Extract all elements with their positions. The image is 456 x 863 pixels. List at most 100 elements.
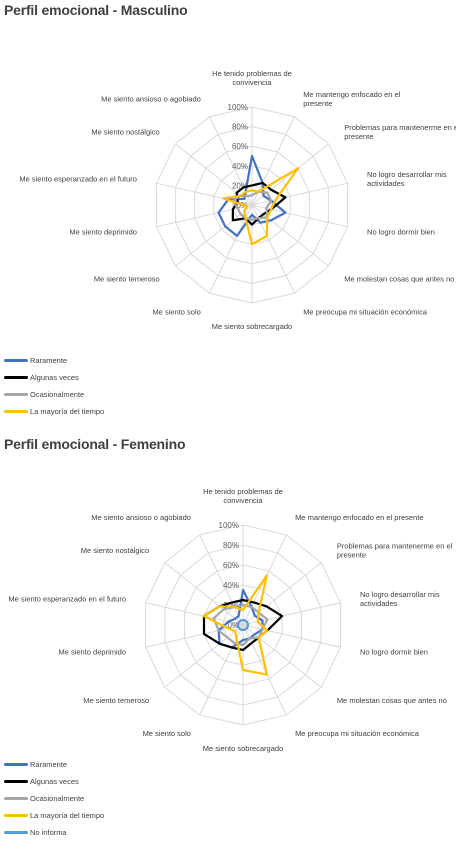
legend-label: Ocasionalmente — [30, 794, 85, 803]
category-label-me-siento-deprimido: Me siento deprimido — [58, 648, 126, 657]
category-label-me-siento-solo: Me siento solo — [152, 307, 200, 316]
legend-item-la-mayoria-del-tiempo: La mayoría del tiempo — [4, 807, 104, 824]
category-label-no-logro-dormir-bien: No logro dormir bien — [367, 227, 435, 236]
radar-chart: 0% 20% 40% 60% 80% 100% He tenido problemas de… — [8, 487, 453, 753]
tick-label: 0% — [227, 621, 239, 630]
grid-spoke — [251, 182, 348, 206]
category-label-he-tenido-problemas-de-convivencia: He tenido problemas de convivencia — [203, 487, 283, 505]
chart-title: Perfil emocional - Masculino — [4, 2, 188, 18]
legend-label: Raramente — [30, 760, 68, 769]
grid-spoke — [242, 562, 322, 626]
legend-item-raramente: Raramente — [4, 756, 104, 773]
category-label-me-mantengo-enfocado-en-el-presente: Me mantengo enfocado en el presente — [295, 513, 423, 522]
series-la-mayoria-del-tiempo — [222, 167, 300, 246]
legend-label: Algunas veces — [30, 777, 79, 786]
series-ocasionalmente — [231, 190, 273, 221]
radar-grid — [155, 106, 349, 304]
grid-spoke — [251, 204, 348, 228]
series-la-mayoria-del-tiempo — [202, 574, 269, 676]
legend-label: Algunas veces — [30, 373, 79, 382]
grid-spoke — [145, 602, 244, 626]
category-label-problemas-para-mantenerme-en-el-presente: Problemas para mantenerme en el presente — [337, 542, 453, 560]
legend-label: Raramente — [30, 356, 68, 365]
category-label-problemas-para-mantenerme-en-el-presente: Problemas para mantenerme en el presente — [344, 123, 456, 141]
chart-legend: Raramente Algunas veces Ocasionalmente La m… — [4, 756, 104, 841]
series-raramente — [217, 154, 287, 238]
chart-legend: Raramente Algunas veces Ocasionalmente La m… — [4, 352, 104, 420]
grid-spoke — [175, 204, 253, 267]
tick-label: 80% — [223, 541, 239, 550]
radar-chart: 0%20%40%60%80%100%He tenido problemas de… — [19, 69, 456, 331]
legend-swatch — [4, 410, 28, 413]
legend-item-algunas-veces: Algunas veces — [4, 773, 104, 790]
legend-item-algunas-veces: Algunas veces — [4, 369, 104, 386]
tick-label: 80% — [232, 123, 248, 132]
grid-spoke — [242, 624, 341, 648]
category-label-no-logro-desarrollar-mis-actividades: No logro desarrollar mis actividades — [360, 590, 440, 608]
legend-item-la-mayoria-del-tiempo: La mayoría del tiempo — [4, 403, 104, 420]
tick-label: 100% — [219, 521, 239, 530]
category-label-me-siento-esperanzado-en-el-futuro: Me siento esperanzado en el futuro — [8, 594, 126, 603]
legend-item-raramente: Raramente — [4, 352, 104, 369]
category-label-me-siento-solo: Me siento solo — [143, 729, 191, 738]
chart-femenino: Perfil emocional - Femenino 0% 20% 40% 60% 8… — [0, 434, 456, 863]
grid-spoke — [251, 204, 329, 267]
chart-title: Perfil emocional - Femenino — [4, 436, 186, 452]
tick-label: 60% — [232, 142, 248, 151]
grid-spoke — [242, 624, 322, 688]
category-label-me-molestan-cosas-que-antes-no: Me molestan cosas que antes no — [337, 696, 447, 705]
category-label-me-siento-ansioso-o-agobiado: Me siento ansioso o agobiado — [91, 513, 191, 522]
category-label-me-siento-esperanzado-en-el-futuro: Me siento esperanzado en el futuro — [19, 175, 137, 184]
tick-label: 60% — [223, 561, 239, 570]
series-no-informa — [237, 618, 249, 632]
legend-swatch — [4, 797, 28, 800]
grid-spoke — [251, 143, 329, 206]
legend-item-no-informa: No informa — [4, 824, 104, 841]
radar-grid — [145, 524, 341, 726]
category-label-no-logro-dormir-bien: No logro dormir bien — [360, 648, 428, 657]
chart-masculino: Perfil emocional - Masculino 0% 20% 40% 60%… — [0, 0, 456, 430]
category-label-no-logro-desarrollar-mis-actividades: No logro desarrollar mis actividades — [367, 170, 447, 188]
legend-swatch — [4, 814, 28, 817]
tick-label: 100% — [228, 103, 248, 112]
legend-swatch — [4, 376, 28, 379]
grid-spoke — [242, 624, 287, 716]
legend-label: La mayoría del tiempo — [30, 407, 105, 416]
tick-label: 20% — [232, 181, 248, 190]
legend-swatch — [4, 780, 28, 783]
series-ocasionalmente — [212, 603, 269, 647]
legend-label: Ocasionalmente — [30, 390, 85, 399]
tick-label: 40% — [223, 581, 239, 590]
tick-label: 20% — [223, 601, 239, 610]
category-label-me-siento-deprimido: Me siento deprimido — [69, 227, 137, 236]
category-label-me-siento-nostalgico: Me siento nostálgico — [81, 546, 149, 555]
legend-swatch — [4, 831, 28, 834]
grid-spoke — [156, 204, 253, 228]
legend-swatch — [4, 359, 28, 362]
grid-spoke — [164, 562, 244, 626]
legend-swatch — [4, 393, 28, 396]
category-label-me-siento-temeroso: Me siento temeroso — [83, 696, 149, 705]
grid-spoke — [175, 143, 253, 206]
legend-item-ocasionalmente: Ocasionalmente — [4, 386, 104, 403]
category-label-me-molestan-cosas-que-antes-no: Me molestan cosas que antes no — [344, 275, 454, 284]
category-label-me-preocupa-mi-situacion-economica: Me preocupa mi situación económica — [303, 307, 428, 316]
grid-spoke — [199, 534, 244, 626]
grid-spoke — [242, 602, 341, 626]
category-label-me-siento-sobrecargado: Me siento sobrecargado — [212, 322, 292, 331]
category-label-he-tenido-problemas-de-convivencia: He tenido problemas de convivencia — [212, 69, 292, 87]
grid-spoke — [156, 182, 253, 206]
grid-spoke — [164, 624, 244, 688]
category-label-me-preocupa-mi-situacion-economica: Me preocupa mi situación económica — [295, 729, 420, 738]
category-label-me-mantengo-enfocado-en-el-presente: Me mantengo enfocado en el presente — [303, 90, 400, 108]
category-label-me-siento-sobrecargado: Me siento sobrecargado — [203, 744, 283, 753]
category-label-me-siento-ansioso-o-agobiado: Me siento ansioso o agobiado — [101, 95, 201, 104]
legend-item-ocasionalmente: Ocasionalmente — [4, 790, 104, 807]
legend-label: La mayoría del tiempo — [30, 811, 105, 820]
legend-swatch — [4, 763, 28, 766]
grid-spoke — [251, 204, 295, 294]
category-label-me-siento-nostalgico: Me siento nostálgico — [91, 127, 159, 136]
tick-label: 40% — [232, 162, 248, 171]
legend-label: No informa — [30, 828, 67, 837]
category-label-me-siento-temeroso: Me siento temeroso — [94, 275, 160, 284]
